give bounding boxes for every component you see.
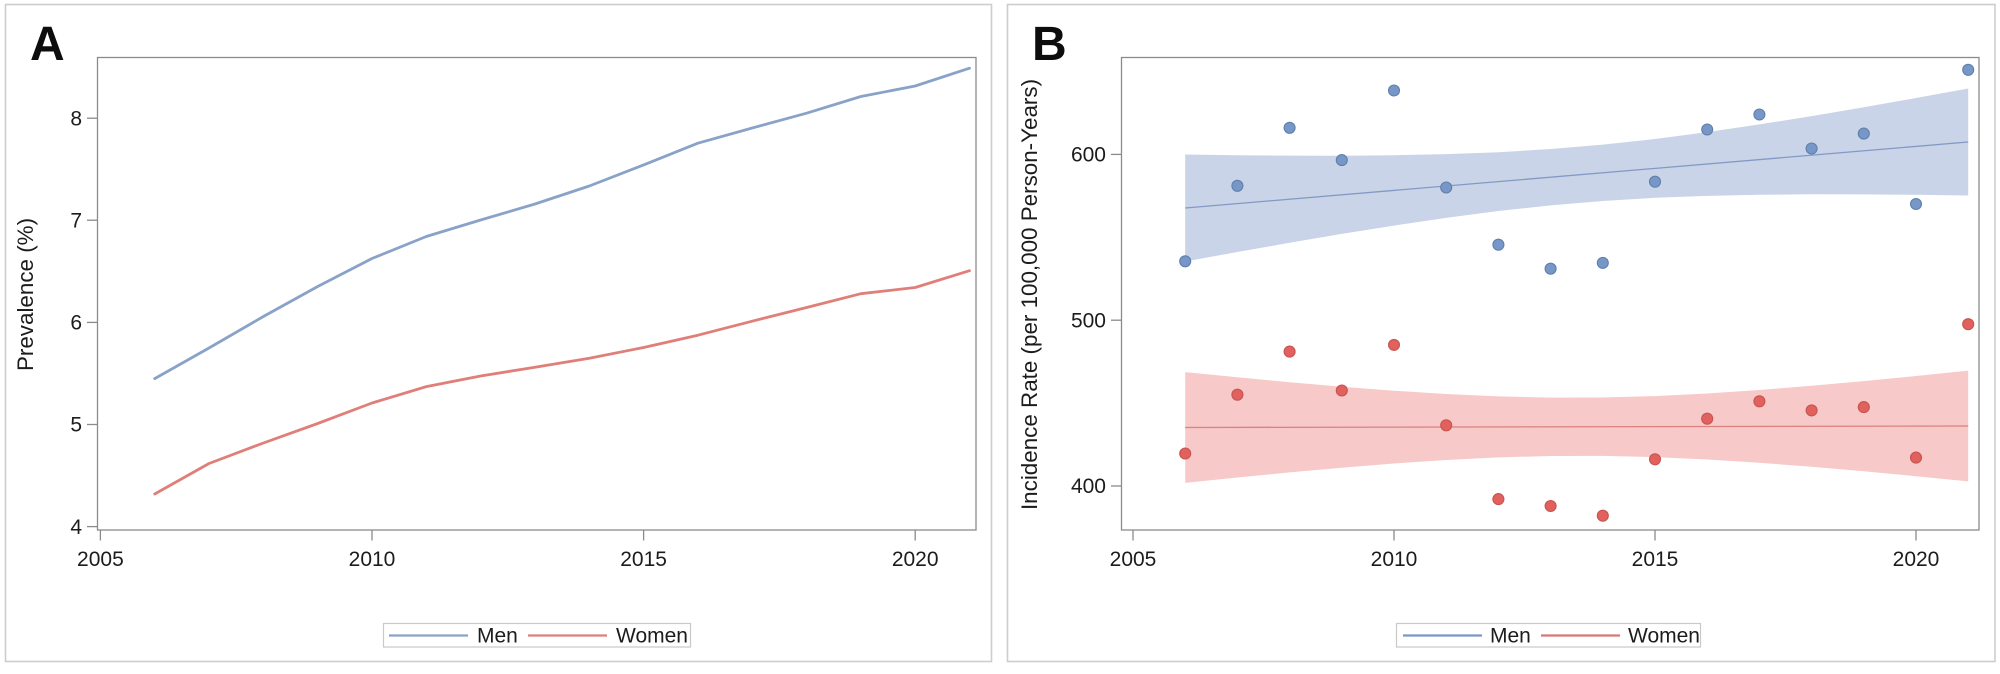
svg-text:Women: Women — [616, 625, 688, 648]
svg-text:600: 600 — [1071, 144, 1106, 167]
svg-text:Prevalence (%): Prevalence (%) — [13, 218, 38, 371]
svg-text:4: 4 — [70, 516, 82, 539]
svg-text:2020: 2020 — [892, 548, 939, 571]
svg-text:2015: 2015 — [620, 548, 667, 571]
svg-text:7: 7 — [70, 209, 82, 232]
svg-text:500: 500 — [1071, 309, 1106, 332]
svg-text:2020: 2020 — [1893, 548, 1940, 571]
svg-text:A: A — [30, 18, 65, 71]
svg-text:400: 400 — [1071, 475, 1106, 498]
svg-text:2010: 2010 — [1371, 548, 1418, 571]
svg-text:2005: 2005 — [77, 548, 124, 571]
svg-text:B: B — [1032, 18, 1067, 71]
svg-text:Women: Women — [1628, 625, 1700, 648]
svg-text:6: 6 — [70, 312, 82, 335]
svg-text:2005: 2005 — [1110, 548, 1157, 571]
svg-text:Incidence Rate (per 100,000 Pe: Incidence Rate (per 100,000 Person-Years… — [1017, 79, 1042, 510]
svg-text:2010: 2010 — [349, 548, 396, 571]
svg-text:Men: Men — [477, 625, 518, 648]
svg-text:Men: Men — [1490, 625, 1531, 648]
svg-text:8: 8 — [70, 107, 82, 130]
svg-text:2015: 2015 — [1632, 548, 1679, 571]
svg-text:5: 5 — [70, 414, 82, 437]
